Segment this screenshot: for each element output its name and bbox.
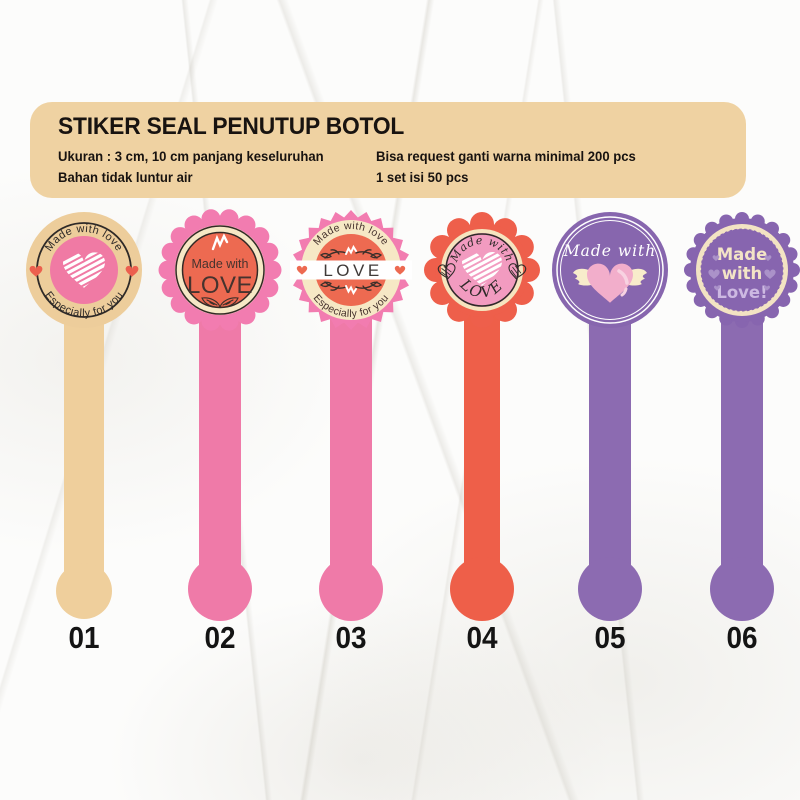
laurel-doodle-icon	[319, 244, 383, 259]
sticker-01-bulb	[56, 563, 112, 619]
sticker-05-bulb	[578, 557, 642, 621]
sticker-01: Made with love Especially for you 01	[19, 208, 149, 688]
spec-size: Ukuran : 3 cm, 10 cm panjang keseluruhan	[58, 149, 324, 164]
badge-line2: with	[722, 264, 763, 283]
spec-column-left: Ukuran : 3 cm, 10 cm panjang keseluruhan…	[58, 146, 348, 188]
sticker-06-badge: Made with Love!	[684, 212, 800, 328]
page-title: STIKER SEAL PENUTUP BOTOL	[58, 113, 405, 140]
sticker-04: Made with LOVE 04	[417, 208, 547, 688]
scribble-icon	[211, 233, 229, 251]
sticker-04-bulb	[450, 557, 514, 621]
sticker-06-strip	[721, 308, 763, 592]
sticker-03-bulb	[319, 557, 383, 621]
sticker-03-badge: Made with love Especially for you	[290, 210, 412, 330]
badge-top-text: Made with	[563, 242, 657, 260]
sticker-02-number: 02	[204, 620, 236, 655]
sticker-04-number: 04	[466, 620, 498, 655]
sticker-06-bulb	[710, 557, 774, 621]
sticker-04-strip	[464, 308, 500, 592]
sticker-01-number: 01	[68, 620, 100, 655]
sticker-02-badge: Made with LOVE	[158, 209, 282, 331]
spec-column-right: Bisa request ganti warna minimal 200 pcs…	[376, 146, 644, 188]
spec-material: Bahan tidak luntur air	[58, 170, 193, 185]
sticker-03: Made with love Especially for you	[286, 208, 416, 688]
striped-heart-icon	[437, 262, 457, 281]
sticker-05-strip	[589, 308, 631, 592]
banner	[290, 260, 412, 280]
badge-line3: Love!	[716, 283, 767, 302]
badge-line2: LOVE	[187, 272, 253, 299]
leaf-doodle-icon	[201, 297, 239, 308]
sticker-04-badge: Made with LOVE	[424, 212, 540, 328]
sticker-03-strip	[330, 308, 372, 592]
badge-line1: Made with	[192, 257, 249, 271]
badge-line1: Made	[717, 245, 768, 264]
banner-text: LOVE	[323, 261, 382, 280]
spec-columns: Ukuran : 3 cm, 10 cm panjang keseluruhan…	[58, 146, 746, 188]
sticker-06-number: 06	[726, 620, 758, 655]
spec-request: Bisa request ganti warna minimal 200 pcs	[376, 149, 636, 164]
sticker-02-strip	[199, 308, 241, 592]
sticker-02-bulb	[188, 557, 252, 621]
sticker-01-strip	[64, 308, 104, 592]
info-card: STIKER SEAL PENUTUP BOTOL Ukuran : 3 cm,…	[30, 102, 746, 198]
striped-heart-icon	[507, 262, 527, 281]
sticker-03-number: 03	[335, 620, 367, 655]
sticker-02: Made with LOVE 02	[155, 208, 285, 688]
sticker-06: Made with Love! 06	[677, 208, 800, 688]
sticker-05-badge: Made with	[552, 212, 668, 328]
sticker-05: Made with 05	[545, 208, 675, 688]
spec-set: 1 set isi 50 pcs	[376, 170, 469, 185]
sticker-05-number: 05	[594, 620, 626, 655]
sticker-01-badge: Made with love Especially for you	[26, 212, 142, 328]
